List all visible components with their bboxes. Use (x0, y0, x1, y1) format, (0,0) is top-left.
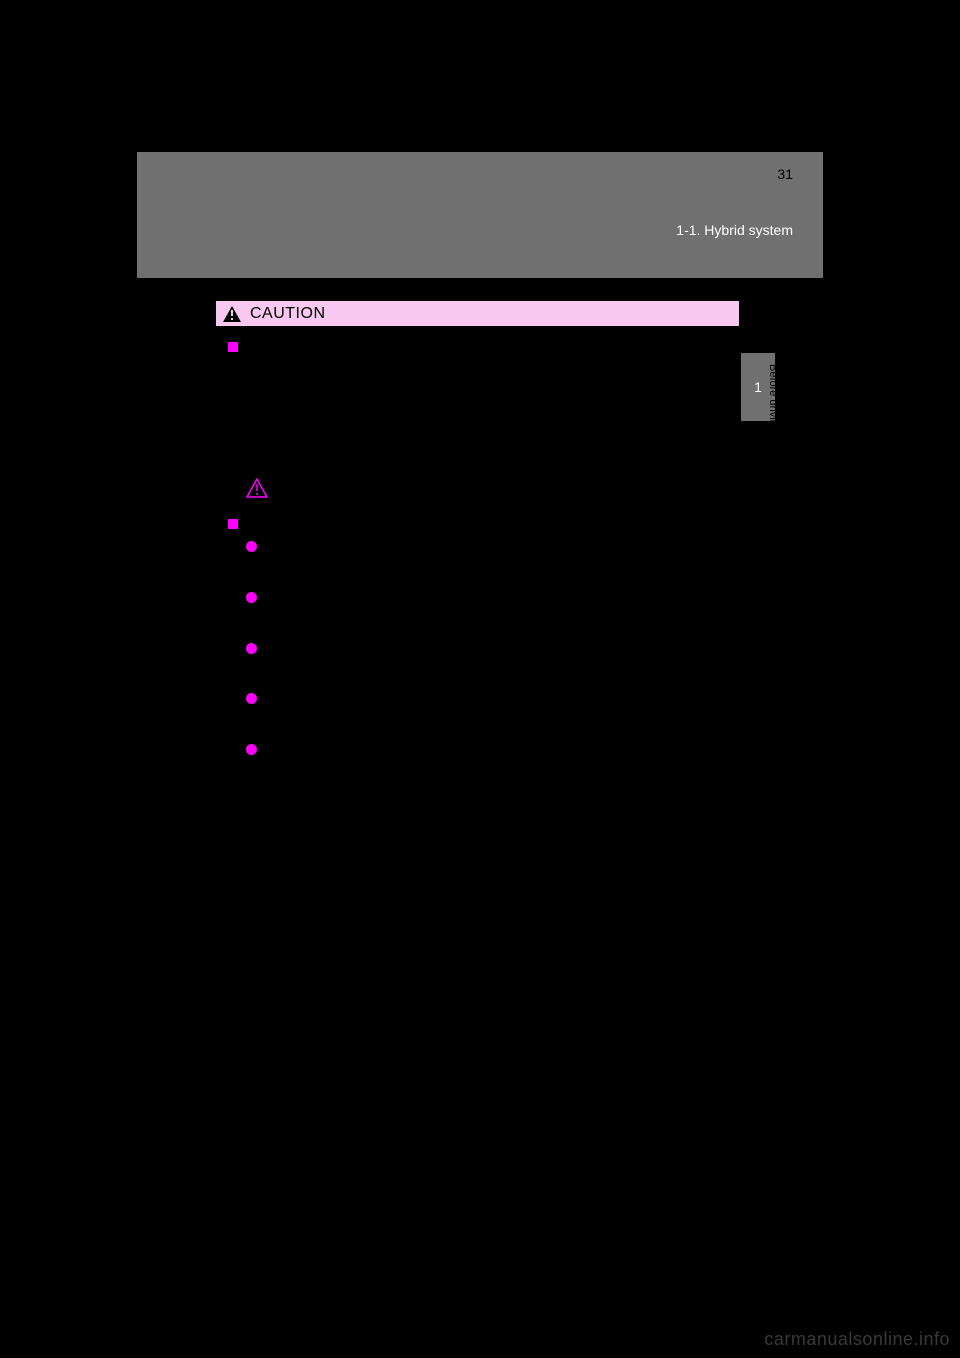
square-bullet-icon (228, 519, 238, 529)
list-item: Take care when handling the hybrid batte… (246, 589, 727, 628)
caution-box: CAUTION Hybrid battery (traction battery… (215, 300, 740, 807)
watermark: carmanualsonline.info (764, 1329, 950, 1350)
list-item: In order to reduce the high voltage batt… (246, 538, 727, 577)
warning-triangle-icon (222, 305, 242, 323)
list-item-text: Take care when handling the hybrid batte… (265, 589, 727, 628)
caution-paragraph: Emergency shut off system (246, 453, 727, 472)
section-label: 1-1. Hybrid system (676, 222, 793, 238)
manual-page: 1-1. Hybrid system 31 1 Before driving C… (137, 152, 823, 1206)
caution-title: CAUTION (250, 305, 326, 323)
warning-outline-icon (246, 478, 268, 504)
caution-paragraph: Do not put foreign objects into or block… (246, 363, 727, 402)
page-header-band: 1-1. Hybrid system (137, 152, 823, 278)
list-item-text: Never resell, hand over or modify the hy… (265, 640, 727, 679)
page-content: CAUTION Hybrid battery (traction battery… (215, 300, 740, 807)
caution-section-title: Hybrid battery (traction battery) air ve… (246, 338, 463, 357)
round-bullet-icon (246, 744, 257, 755)
caution-header: CAUTION (215, 300, 740, 326)
bullet-list: In order to reduce the high voltage batt… (246, 538, 727, 780)
document-canvas: 1-1. Hybrid system 31 1 Before driving C… (0, 0, 960, 1358)
caution-section: Hybrid battery (traction battery) air ve… (228, 338, 727, 505)
list-item: Do not touch, disassemble, remove or rep… (246, 741, 727, 780)
caution-section: Hybrid system precautions In order to re… (228, 515, 727, 780)
caution-section-title: Hybrid system precautions (246, 515, 393, 534)
list-item-text: If the vehicle is involved in an acciden… (265, 690, 727, 729)
round-bullet-icon (246, 643, 257, 654)
square-bullet-icon (228, 342, 238, 352)
round-bullet-icon (246, 693, 257, 704)
list-item: If the vehicle is involved in an acciden… (246, 690, 727, 729)
list-item-text: Do not touch, disassemble, remove or rep… (265, 741, 727, 780)
round-bullet-icon (246, 541, 257, 552)
page-number: 31 (777, 166, 793, 182)
caution-body: Hybrid battery (traction battery) air ve… (215, 326, 740, 807)
list-item: Never resell, hand over or modify the hy… (246, 640, 727, 679)
list-item-text: In order to reduce the high voltage batt… (265, 538, 727, 577)
round-bullet-icon (246, 592, 257, 603)
chapter-tab-caption: Before driving (767, 364, 779, 432)
caution-paragraph: Clean the air vent regularly to prevent … (246, 408, 727, 447)
chapter-tab-number: 1 (754, 379, 762, 395)
